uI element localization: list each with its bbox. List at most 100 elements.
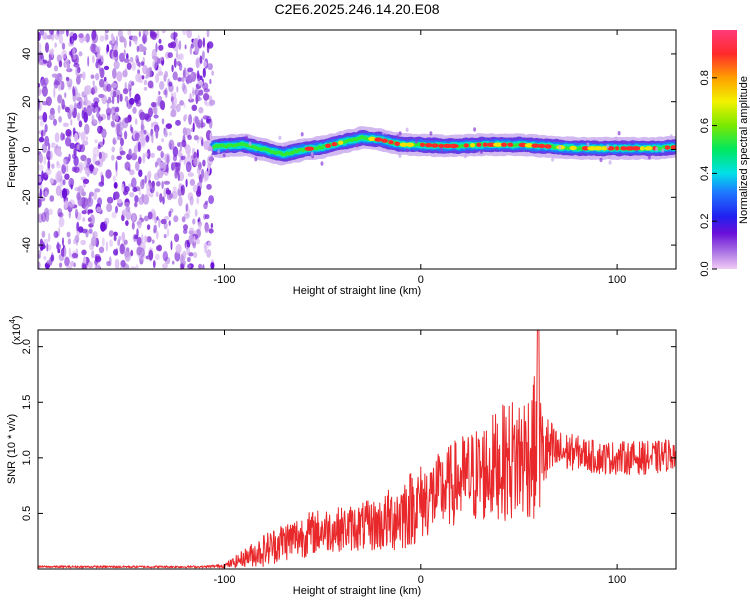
signal-peak — [381, 138, 388, 143]
noise-blob — [121, 183, 125, 193]
noise-blob — [73, 166, 80, 173]
noise-blob — [61, 42, 66, 50]
snr-scale-exponent: 4 — [8, 319, 17, 324]
noise-blob — [101, 237, 105, 247]
noise-blob — [145, 135, 150, 143]
noise-blob — [186, 30, 192, 39]
noise-blob — [115, 35, 118, 47]
noise-blob — [113, 60, 120, 70]
noise-blob — [122, 88, 129, 95]
noise-blob — [58, 216, 65, 228]
noise-blob — [160, 56, 164, 62]
noise-blob — [124, 186, 130, 193]
noise-blob — [115, 205, 118, 214]
noise-blob — [43, 77, 49, 86]
noise-blob — [143, 215, 149, 222]
noise-blob — [115, 160, 118, 171]
noise-blob — [66, 231, 71, 238]
signal-peak — [304, 146, 314, 151]
noise-blob — [120, 137, 124, 147]
noise-blob — [170, 109, 177, 118]
noise-blob — [168, 210, 172, 218]
noise-blob — [116, 155, 122, 160]
noise-blob — [58, 212, 64, 218]
noise-blob — [40, 246, 43, 251]
noise-blob — [111, 211, 117, 219]
noise-blob — [120, 260, 126, 268]
noise-blob — [119, 52, 125, 63]
noise-blob — [140, 124, 145, 131]
noise-blob — [56, 241, 60, 250]
signal-outlier — [278, 135, 282, 140]
noise-blob — [47, 34, 52, 40]
noise-blob — [106, 101, 110, 108]
noise-blob — [158, 44, 164, 51]
noise-blob — [108, 96, 112, 102]
noise-blob — [49, 30, 54, 36]
signal-peak — [507, 142, 514, 147]
noise-blob — [160, 218, 167, 225]
noise-blob — [173, 215, 179, 223]
x-tick-label: 100 — [608, 274, 626, 286]
noise-blob — [79, 144, 86, 153]
noise-blob — [203, 140, 210, 150]
signal-peak — [448, 143, 459, 149]
noise-blob — [49, 150, 53, 161]
noise-blob — [168, 131, 172, 136]
noise-blob — [82, 140, 89, 146]
noise-blob — [57, 83, 61, 92]
signal-outlier — [480, 149, 483, 155]
noise-blob — [78, 226, 84, 233]
noise-blob — [204, 214, 210, 220]
noise-blob — [144, 175, 147, 184]
noise-blob — [117, 30, 124, 38]
noise-blob — [41, 170, 44, 182]
noise-blob — [163, 187, 167, 198]
noise-blob — [136, 45, 140, 53]
signal-peak — [482, 142, 488, 147]
noise-blob — [185, 144, 191, 156]
colorbar-tick-label: 0.8 — [699, 70, 711, 85]
noise-blob — [184, 114, 188, 120]
noise-blob — [160, 151, 164, 158]
noise-blob — [171, 103, 177, 111]
noise-blob — [89, 163, 94, 174]
signal-outlier — [284, 142, 288, 147]
noise-blob — [173, 58, 177, 68]
noise-blob — [135, 101, 142, 107]
noise-blob — [105, 169, 112, 179]
x-tick-label: -100 — [213, 574, 235, 586]
noise-blob — [103, 76, 107, 82]
noise-blob — [158, 38, 162, 44]
noise-blob — [48, 56, 51, 68]
noise-blob — [206, 249, 212, 258]
noise-blob — [41, 212, 47, 223]
spectrogram-y-axis-label: Frequency (Hz) — [6, 112, 18, 188]
signal-peak — [593, 146, 604, 151]
noise-blob — [146, 236, 152, 243]
noise-blob — [163, 234, 167, 239]
noise-blob — [80, 131, 86, 142]
signal-outlier — [463, 153, 467, 159]
noise-blob — [57, 94, 62, 103]
noise-blob — [91, 114, 95, 122]
noise-blob — [138, 156, 142, 165]
noise-blob — [142, 153, 146, 164]
noise-blob — [130, 126, 134, 134]
noise-blob — [178, 40, 182, 50]
noise-blob — [156, 181, 161, 187]
snr-panel: -100 0 100 0.5 1.0 1.5 2.0 Height of straight… — [6, 315, 677, 597]
snr-y-axis: 0.5 1.0 1.5 2.0 — [21, 339, 676, 521]
noise-blob — [128, 80, 134, 87]
noise-blob — [176, 50, 179, 58]
noise-blob — [131, 177, 137, 189]
noise-blob — [69, 260, 75, 267]
noise-blob — [189, 178, 196, 186]
noise-blob — [168, 220, 171, 226]
noise-blob — [106, 83, 112, 92]
colorbar-tick-label: 0.4 — [699, 166, 711, 181]
noise-blob — [146, 148, 151, 160]
noise-blob — [103, 65, 110, 71]
y-tick-label: 2.0 — [21, 339, 33, 354]
noise-blob — [151, 239, 155, 244]
